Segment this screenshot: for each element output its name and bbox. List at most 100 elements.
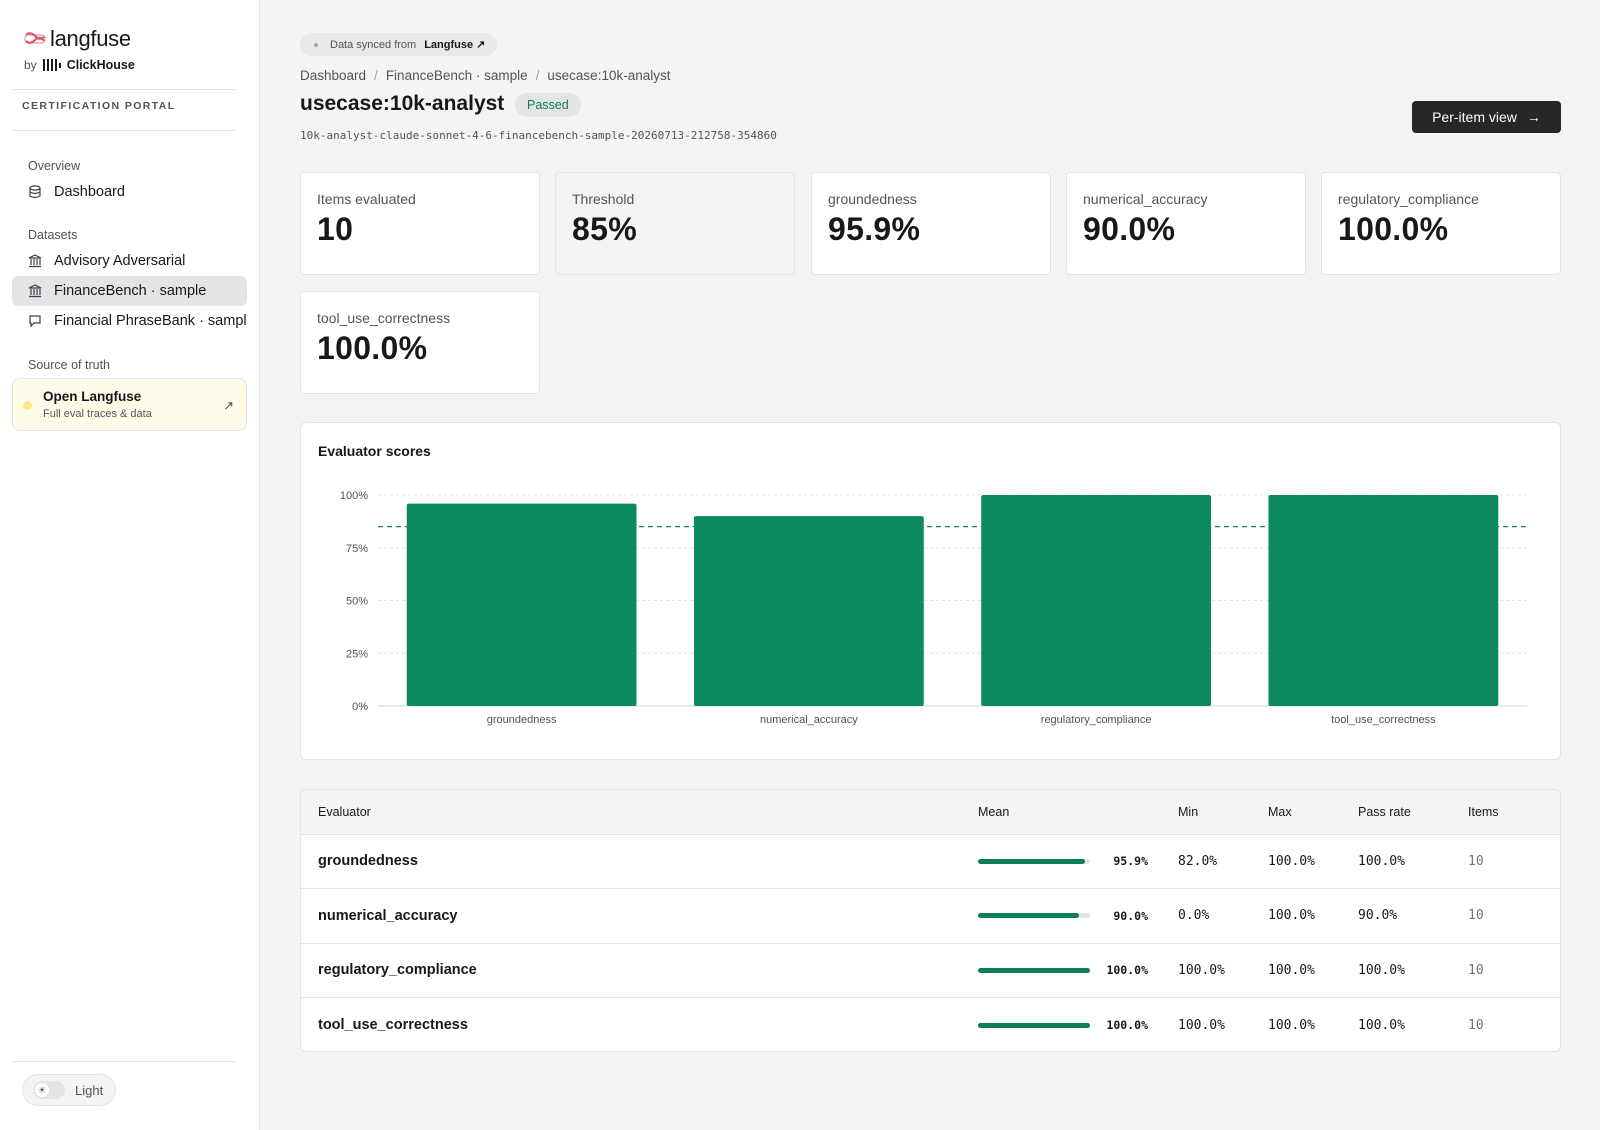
- clickhouse-logo-icon: [42, 59, 61, 71]
- stat-value: 10: [317, 211, 354, 247]
- breadcrumb-item[interactable]: FinanceBench · sample: [385, 68, 528, 83]
- sidebar-item-financebench-sample[interactable]: FinanceBench · sample: [12, 276, 247, 306]
- pass-rate-value: 90.0%: [1358, 908, 1398, 924]
- mean-progress-bar: [978, 858, 1090, 864]
- sidebar-divider: [12, 130, 236, 131]
- stat-value: 85%: [572, 211, 637, 247]
- y-tick-label: 0%: [352, 701, 368, 713]
- stat-card-numerical-accuracy: numerical_accuracy 90.0%: [1066, 172, 1306, 275]
- breadcrumb-separator: /: [374, 68, 378, 83]
- mean-progress-fill: [978, 1022, 1090, 1028]
- stat-label: tool_use_correctness: [317, 310, 451, 326]
- table-row[interactable]: groundedness 95.9% 82.0% 100.0% 100.0% 1…: [301, 834, 1560, 889]
- table-header-row: Evaluator Mean Min Max Pass rate Items: [301, 790, 1560, 834]
- items-value: 10: [1468, 962, 1484, 978]
- x-tick-label: regulatory_compliance: [1041, 714, 1152, 726]
- stat-label: groundedness: [828, 191, 917, 207]
- evaluator-name: groundedness: [318, 853, 418, 870]
- breadcrumb-item[interactable]: Dashboard: [300, 68, 367, 83]
- items-value: 10: [1468, 908, 1484, 924]
- mean-value: 100.0%: [1106, 963, 1148, 978]
- y-tick-label: 25%: [346, 648, 368, 660]
- evaluator-scores-chart: 0% 25% 50% 75% 100% groundedness numerical_acc…: [340, 490, 1527, 726]
- mean-cell: 90.0%: [978, 889, 1178, 944]
- mean-value: 90.0%: [1113, 908, 1148, 923]
- min-value: 100.0%: [1178, 1017, 1225, 1033]
- stat-value: 100.0%: [317, 330, 428, 366]
- database-icon: [29, 185, 41, 199]
- min-value: 82.0%: [1178, 853, 1218, 869]
- table-row[interactable]: numerical_accuracy 90.0% 0.0% 100.0% 90.…: [301, 888, 1560, 944]
- stat-label: Items evaluated: [317, 191, 416, 207]
- mean-progress-bar: [978, 967, 1090, 973]
- sync-status-pill: Data synced from Langfuse ↗: [300, 33, 498, 56]
- max-value: 100.0%: [1268, 962, 1315, 978]
- sidebar-item-label: Dashboard: [54, 184, 125, 200]
- langfuse-logo-icon: [24, 32, 46, 44]
- evaluator-table: Evaluator Mean Min Max Pass rate Items g…: [301, 790, 1560, 1052]
- chart-bar: [406, 503, 637, 706]
- chart-bar: [981, 495, 1212, 706]
- mean-value: 100.0%: [1106, 1018, 1148, 1032]
- mean-progress-fill: [978, 913, 1079, 919]
- column-header: Min: [1178, 804, 1199, 819]
- evaluator-name: regulatory_compliance: [318, 962, 477, 979]
- brand-by-prefix: by: [24, 58, 37, 72]
- chart-bar: [1268, 495, 1499, 706]
- stat-card-tool-use-correctness: tool_use_correctness 100.0%: [300, 291, 540, 394]
- stat-card-groundedness: groundedness 95.9%: [811, 172, 1051, 275]
- sidebar-item-financial-phrasebank[interactable]: Financial PhraseBank · sample: [12, 306, 247, 336]
- chart-title: Evaluator scores: [318, 443, 431, 459]
- sidebar-divider: [12, 89, 236, 90]
- stat-label: regulatory_compliance: [1338, 191, 1479, 207]
- evaluator-scores-chart-card: 0% 25% 50% 75% 100% groundedness numerical_acc…: [300, 422, 1561, 760]
- sidebar-item-dashboard[interactable]: Dashboard: [12, 177, 247, 207]
- portal-label: CERTIFICATION PORTAL: [22, 100, 176, 112]
- min-value: 100.0%: [1178, 962, 1225, 978]
- sync-prefix: Data synced from: [330, 38, 417, 51]
- per-item-label: Per-item view: [1432, 109, 1517, 125]
- sidebar-item-label: FinanceBench · sample: [54, 283, 207, 299]
- max-value: 100.0%: [1268, 1017, 1315, 1033]
- stat-label: Threshold: [572, 191, 635, 207]
- toggle-track: ☀: [33, 1081, 65, 1099]
- breadcrumb: Dashboard / FinanceBench · sample / usec…: [300, 68, 670, 83]
- mean-progress-bar: [978, 1022, 1090, 1028]
- per-item-view-button[interactable]: Per-item view →: [1412, 101, 1561, 133]
- external-link-icon: ↗: [223, 398, 234, 413]
- column-header: Items: [1468, 804, 1499, 819]
- pass-rate-value: 100.0%: [1358, 1017, 1405, 1033]
- breadcrumb-separator: /: [535, 68, 540, 83]
- mean-cell: 100.0%: [978, 998, 1178, 1052]
- table-row[interactable]: regulatory_compliance 100.0% 100.0% 100.…: [301, 943, 1560, 998]
- evaluator-name: tool_use_correctness: [318, 1017, 468, 1033]
- arrow-right-icon: →: [1526, 109, 1541, 125]
- mean-progress-bar: [978, 913, 1090, 919]
- column-header: Pass rate: [1358, 804, 1411, 819]
- table-row[interactable]: tool_use_correctness 100.0% 100.0% 100.0…: [301, 997, 1560, 1052]
- bank-icon: [28, 254, 42, 268]
- sidebar-item-advisory-adversarial[interactable]: Advisory Adversarial: [12, 246, 247, 276]
- status-badge: Passed: [515, 93, 581, 117]
- column-header: Max: [1268, 804, 1292, 819]
- sync-source-link[interactable]: Langfuse ↗: [424, 39, 486, 51]
- x-tick-label: numerical_accuracy: [760, 714, 858, 726]
- evaluator-table-card: Evaluator Mean Min Max Pass rate Items g…: [300, 789, 1561, 1052]
- y-tick-label: 50%: [346, 596, 368, 608]
- mean-progress-fill: [978, 967, 1090, 973]
- y-tick-label: 100%: [340, 490, 368, 502]
- brand-company: ClickHouse: [66, 58, 135, 72]
- brand[interactable]: langfuse by ClickHouse: [24, 26, 135, 72]
- nav-section-datasets: Datasets: [28, 228, 78, 242]
- mean-cell: 95.9%: [978, 834, 1178, 889]
- x-tick-label: tool_use_correctness: [1331, 714, 1436, 726]
- nav-section-overview: Overview: [28, 159, 81, 173]
- open-langfuse-link[interactable]: Open Langfuse Full eval traces & data ↗: [12, 378, 247, 431]
- items-value: 10: [1468, 1017, 1484, 1033]
- sync-dot-icon: [314, 42, 318, 47]
- theme-toggle[interactable]: ☀ Light: [22, 1074, 116, 1106]
- nav-section-source: Source of truth: [28, 358, 110, 372]
- page-title: usecase:10k-analyst: [300, 92, 505, 115]
- mean-cell: 100.0%: [978, 943, 1178, 998]
- bank-icon: [28, 284, 42, 298]
